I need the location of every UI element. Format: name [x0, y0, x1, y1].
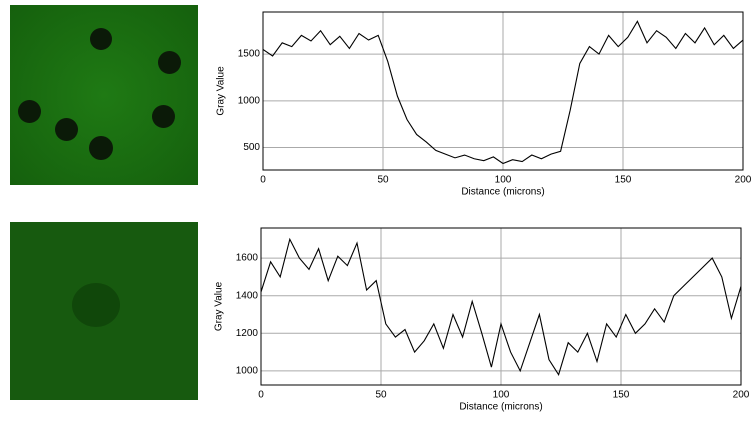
y-axis-label: Gray Value: [214, 281, 225, 331]
x-tick-label: 0: [258, 390, 264, 401]
spot: [89, 136, 113, 160]
micrograph: [10, 222, 198, 400]
y-tick-label: 1600: [236, 253, 259, 264]
y-tick-label: 1000: [236, 366, 259, 377]
spot: [152, 105, 175, 128]
x-axis-label: Distance (microns): [461, 187, 544, 198]
spot: [158, 51, 181, 74]
x-tick-label: 200: [735, 175, 752, 186]
y-tick-label: 500: [243, 142, 260, 153]
y-tick-label: 1400: [236, 290, 259, 301]
y-tick-label: 1500: [238, 49, 261, 60]
x-tick-label: 50: [375, 390, 387, 401]
x-tick-label: 100: [495, 175, 512, 186]
x-tick-label: 150: [613, 390, 630, 401]
data-line: [262, 20, 744, 165]
y-tick-label: 1200: [236, 328, 259, 339]
data-line: [260, 237, 742, 376]
spot: [55, 118, 78, 141]
plot-frame: [262, 11, 744, 171]
y-axis-label: Gray Value: [216, 66, 227, 116]
x-tick-label: 150: [615, 175, 632, 186]
y-tick-label: 1000: [238, 95, 261, 106]
x-tick-label: 200: [733, 390, 750, 401]
x-tick-label: 100: [493, 390, 510, 401]
x-tick-label: 50: [377, 175, 389, 186]
micrograph: [10, 5, 198, 185]
spot: [18, 100, 41, 123]
spot: [72, 283, 120, 327]
plot-frame: [260, 227, 742, 386]
x-tick-label: 0: [260, 175, 266, 186]
x-axis-label: Distance (microns): [459, 402, 542, 413]
spot: [90, 28, 112, 50]
